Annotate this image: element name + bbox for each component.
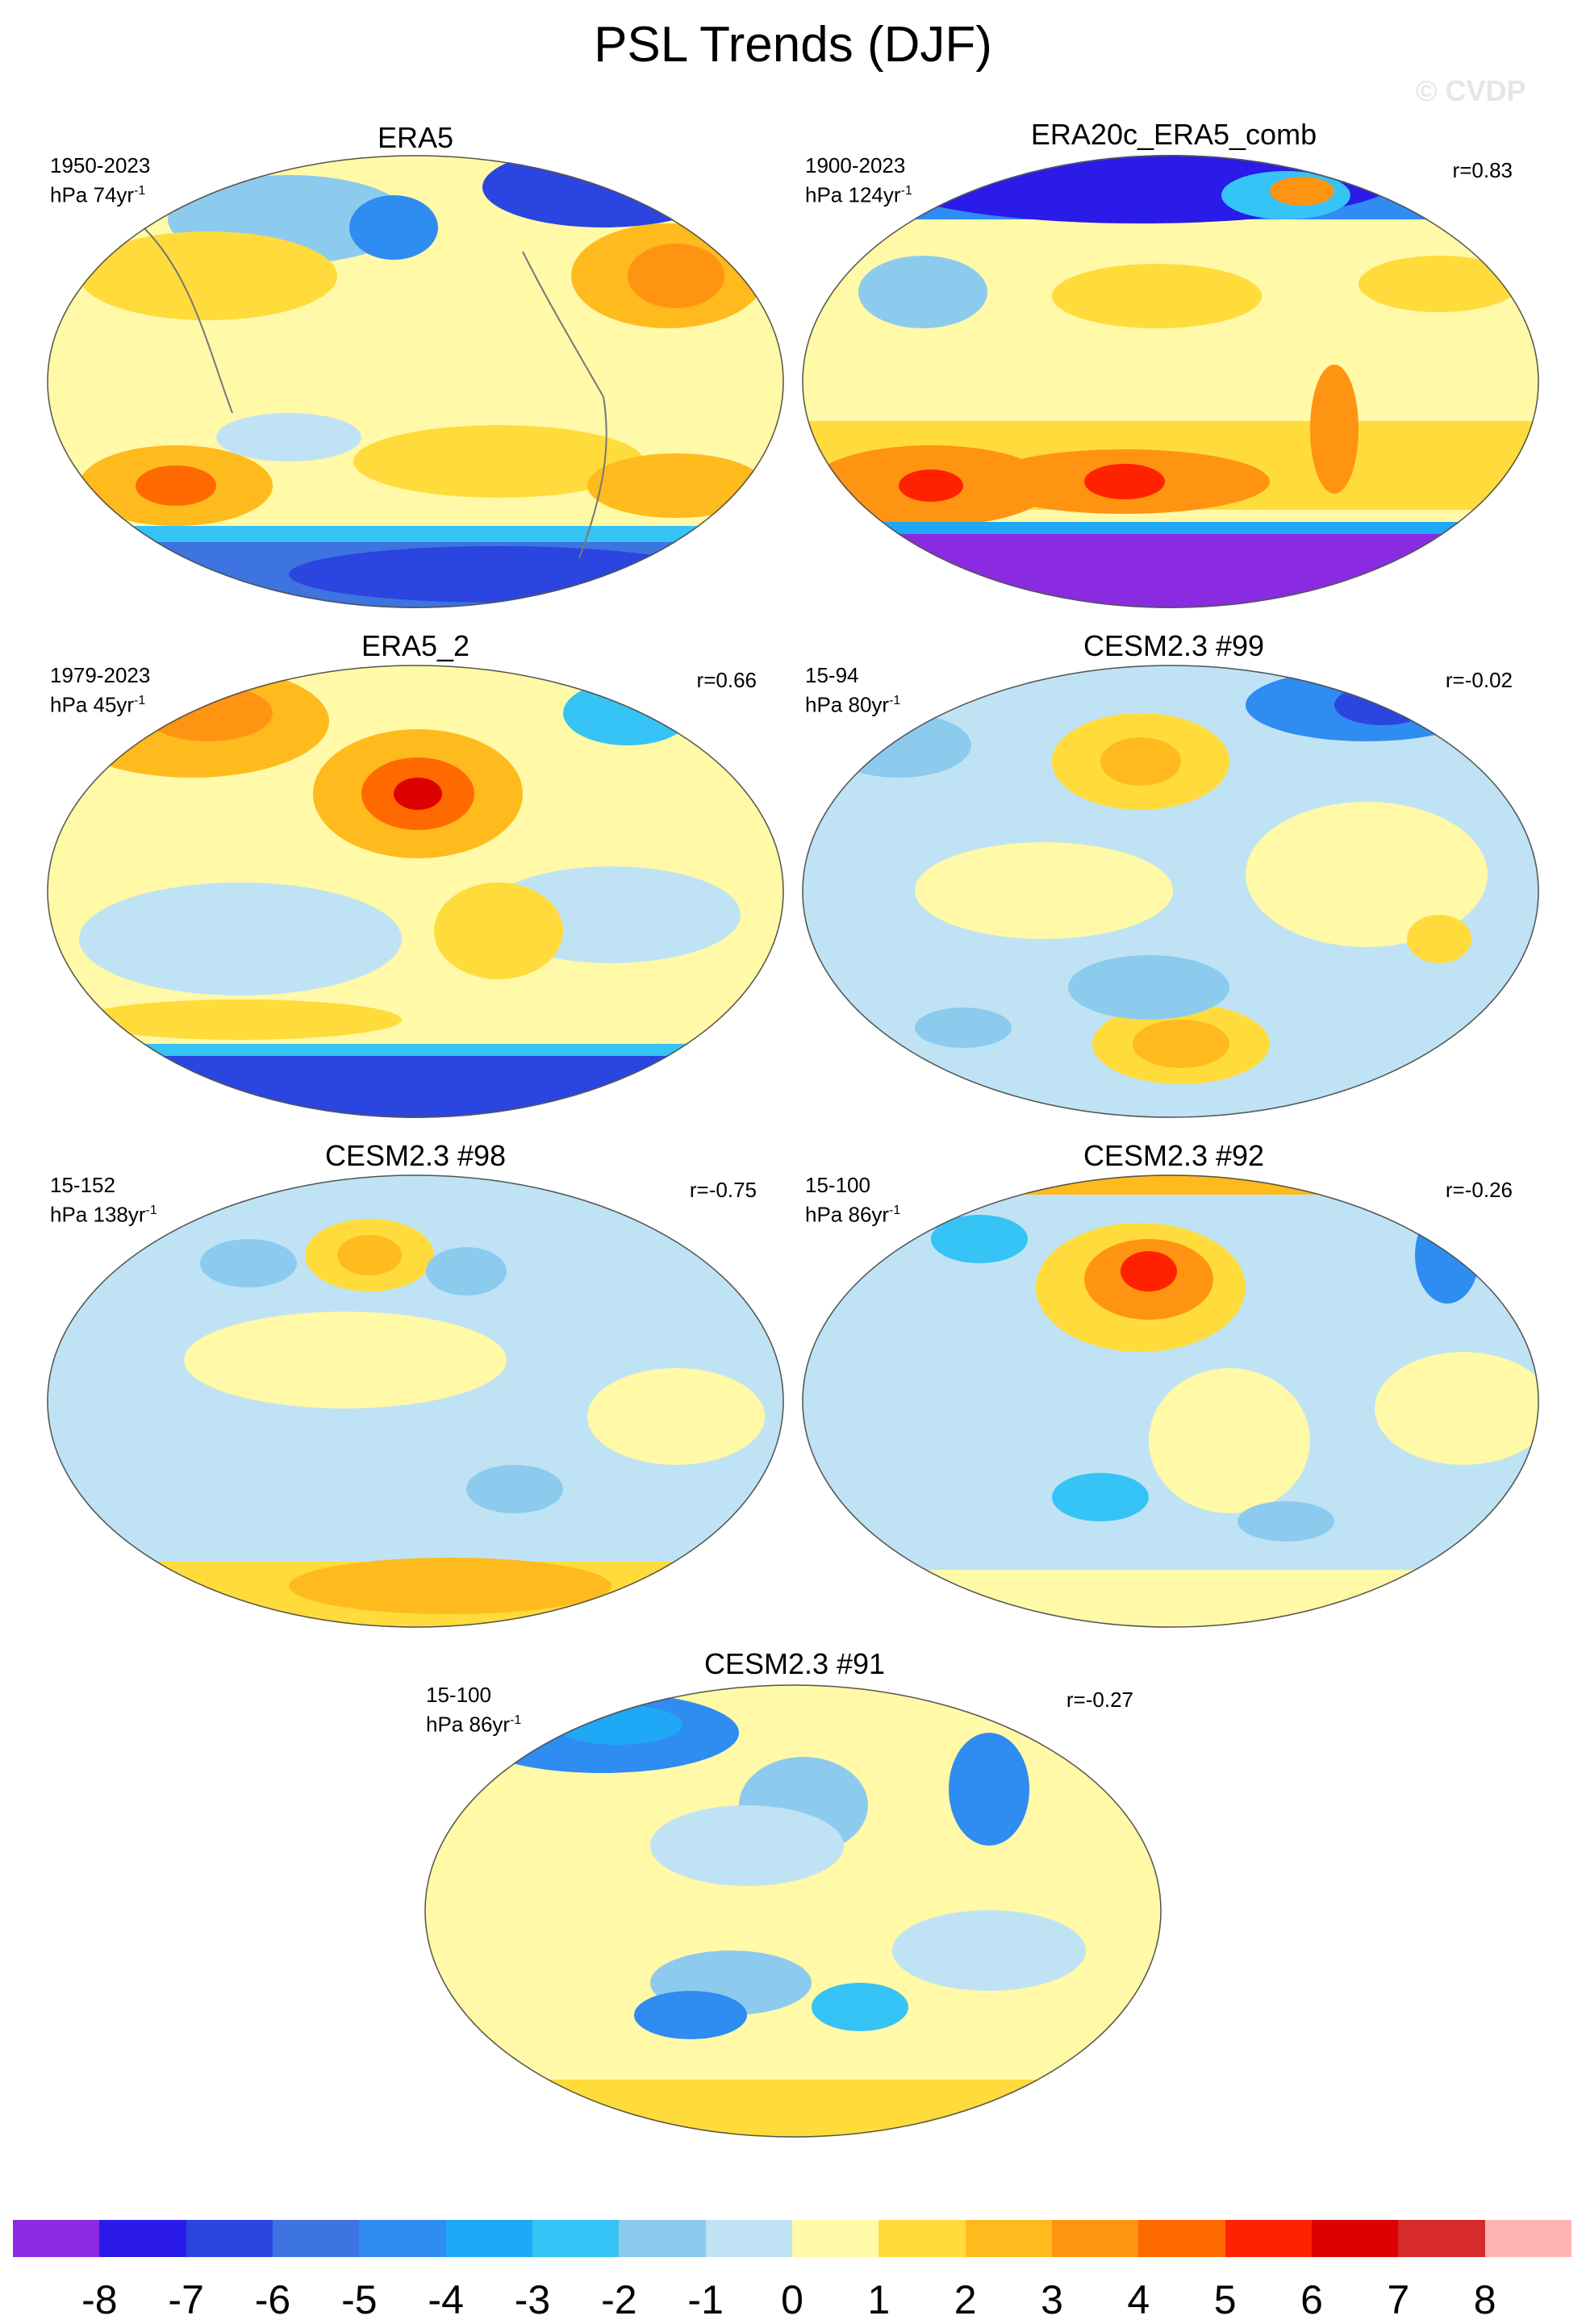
panel-years: 1979-2023 [50,663,151,687]
colorbar-tick-label: 7 [1387,2277,1410,2322]
colorbar-tick-label: -6 [254,2277,291,2322]
colorbar-swatch [1312,2220,1399,2257]
panel-meta: 1950-2023 hPa 74yr-1 [50,153,150,208]
panel-units-exponent: -1 [134,184,146,198]
panel-units: hPa 124yr [805,182,901,207]
cesm-92-map [802,1175,1539,1628]
cesm-99-map [802,665,1539,1118]
correlation-value: r=-0.75 [689,1178,757,1202]
panel-units-exponent: -1 [889,1204,901,1217]
panel-units-exponent: -1 [900,184,912,198]
panel-meta: 1979-2023 hPa 45yr-1 [50,663,150,718]
colorbar-tick-label: 5 [1213,2277,1237,2322]
panel-units: hPa 74yr [50,182,135,207]
panel-years: 1950-2023 [50,153,151,177]
colorbar-tick-label: -8 [81,2277,118,2322]
panel-title: ERA5 [377,121,454,154]
panel-years: 15-152 [50,1173,115,1197]
colorbar-swatch [705,2220,793,2257]
colorbar-swatch [99,2220,187,2257]
panel-title: ERA20c_ERA5_comb [1030,118,1317,151]
colorbar-swatch [532,2220,620,2257]
colorbar-tick-label: -7 [168,2277,204,2322]
colorbar-tick-label: -5 [341,2277,378,2322]
colorbar-swatch [1225,2220,1313,2257]
colorbar-swatch [186,2220,273,2257]
panel-units-exponent: -1 [510,1713,522,1727]
panel-title: CESM2.3 #92 [1083,1139,1265,1172]
correlation-value: r=-0.27 [1066,1688,1133,1712]
panel-meta: 1900-2023 hPa 124yr-1 [805,153,912,208]
panel-title: CESM2.3 #98 [324,1139,507,1172]
colorbar-tick-label: -4 [428,2277,464,2322]
colorbar-tick-label: 3 [1041,2277,1063,2322]
panel-units: hPa 138yr [50,1202,146,1227]
era20c-era5-comb-map [802,155,1539,608]
panel-units-exponent: -1 [134,694,146,707]
panel-years: 15-100 [426,1683,491,1707]
colorbar-tick-label: 6 [1300,2277,1323,2322]
colorbar-swatch [1052,2220,1139,2257]
colorbar-swatch [13,2220,100,2257]
panel-units: hPa 45yr [50,692,135,717]
colorbar-swatch [1484,2220,1572,2257]
panel-title: CESM2.3 #91 [703,1647,886,1680]
colorbar-tick-label: 4 [1127,2277,1150,2322]
panel-meta: 15-152 hPa 138yr-1 [50,1173,157,1228]
era5-2-map [47,665,784,1118]
panel-years: 15-94 [805,663,859,687]
era5-map [47,155,784,608]
colorbar-swatch [965,2220,1053,2257]
colorbar-tick-label: 2 [954,2277,977,2322]
panel-units: hPa 80yr [805,692,890,717]
colorbar-swatch [792,2220,879,2257]
figure-title: PSL Trends (DJF) [594,17,992,73]
correlation-value: r=-0.26 [1445,1178,1513,1202]
colorbar-swatch [619,2220,707,2257]
panel-units: hPa 86yr [805,1202,890,1227]
correlation-value: r=0.83 [1452,158,1513,182]
colorbar-swatch [273,2220,360,2257]
colorbar-tick-label: 1 [867,2277,891,2322]
cvdp-watermark: © CVDP [1416,74,1526,107]
colorbar-swatch [879,2220,966,2257]
panel-meta: 15-100 hPa 86yr-1 [426,1683,521,1738]
cesm-91-map [424,1684,1162,2138]
colorbar-tick-label: -2 [601,2277,637,2322]
correlation-value: r=-0.02 [1445,668,1513,692]
colorbar-tick-label: -3 [514,2277,551,2322]
panel-meta: 15-94 hPa 80yr-1 [805,663,900,718]
panel-years: 15-100 [805,1173,870,1197]
colorbar-tick-label: 8 [1473,2277,1496,2322]
colorbar-tick-label: 0 [781,2277,803,2322]
colorbar-tick-label: -1 [687,2277,724,2322]
panel-meta: 15-100 hPa 86yr-1 [805,1173,900,1228]
colorbar-swatch [359,2220,447,2257]
panel-units: hPa 86yr [426,1712,511,1737]
panel-years: 1900-2023 [805,153,906,177]
correlation-value: r=0.66 [696,668,757,692]
panel-title: CESM2.3 #99 [1083,629,1265,662]
colorbar-swatch [445,2220,533,2257]
panel-title: ERA5_2 [361,629,470,662]
panel-units-exponent: -1 [889,694,901,707]
colorbar-swatch [1398,2220,1486,2257]
panel-units-exponent: -1 [145,1204,157,1217]
colorbar-swatch [1138,2220,1226,2257]
cesm-98-map [47,1175,784,1628]
